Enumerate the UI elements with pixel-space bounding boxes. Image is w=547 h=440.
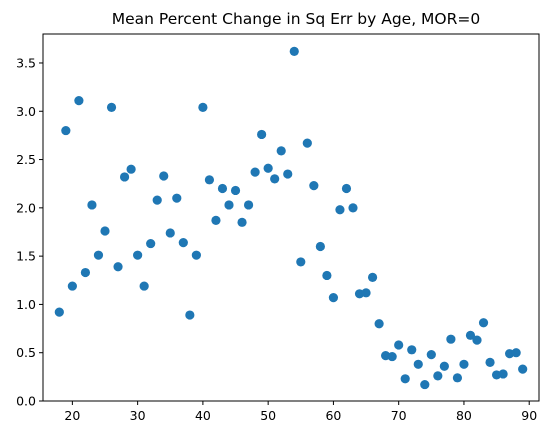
y-tick-label: 3.5 (16, 55, 36, 70)
data-points (54, 46, 528, 390)
y-tick-label: 0.5 (16, 345, 36, 360)
data-point (133, 250, 143, 260)
data-point (80, 267, 91, 278)
data-point (394, 340, 404, 350)
data-point (126, 164, 136, 174)
x-tick-label: 50 (260, 408, 276, 423)
data-point (224, 200, 234, 210)
chart-title: Mean Percent Change in Sq Err by Age, MO… (112, 10, 481, 28)
data-point (74, 96, 84, 106)
data-point (485, 357, 495, 367)
data-point (367, 272, 378, 282)
data-point (257, 129, 267, 140)
data-point (361, 288, 371, 298)
data-point (283, 169, 293, 179)
data-point (309, 181, 319, 191)
data-point (152, 195, 162, 205)
data-point (433, 371, 443, 381)
data-point (237, 217, 247, 227)
data-point (100, 226, 110, 236)
data-point (302, 138, 312, 148)
plot-frame (42, 33, 540, 402)
y-tick-label: 1.5 (16, 249, 36, 264)
data-point (211, 215, 221, 225)
data-point (315, 241, 325, 252)
data-point (185, 310, 195, 320)
data-point (198, 102, 208, 112)
data-point (191, 250, 201, 260)
data-point (446, 334, 456, 344)
data-point (426, 350, 436, 360)
data-point (113, 262, 123, 272)
data-point (341, 183, 352, 194)
data-point (139, 281, 149, 291)
x-tick-label: 20 (64, 408, 80, 423)
data-point (67, 281, 77, 291)
data-point (61, 125, 71, 136)
data-point (93, 250, 104, 260)
axis-ticks: 20 30 40 50 60 70 80 90 0.0 0.5 1.0 1.5 2.0 2.5 3.0 3.5 (16, 55, 537, 423)
x-tick-label: 30 (130, 408, 146, 423)
data-point (387, 351, 397, 362)
data-point (518, 364, 528, 374)
data-point (420, 379, 430, 390)
data-point (159, 171, 169, 181)
data-point (472, 335, 482, 345)
y-tick-label: 3.0 (16, 104, 36, 119)
y-tick-label: 0.0 (16, 394, 36, 409)
data-point (348, 203, 358, 213)
data-point (165, 228, 175, 238)
data-point (243, 200, 254, 210)
data-point (296, 257, 306, 267)
data-point (270, 174, 280, 184)
data-point (230, 185, 241, 196)
data-point (459, 359, 469, 369)
data-point (250, 167, 260, 177)
data-point (328, 293, 339, 303)
data-point (146, 238, 156, 249)
data-point (204, 175, 215, 185)
data-point (511, 348, 521, 358)
data-point (87, 200, 97, 210)
data-point (498, 369, 508, 379)
y-tick-label: 2.0 (16, 200, 36, 215)
data-point (335, 205, 345, 215)
x-tick-label: 90 (521, 408, 537, 423)
x-tick-label: 80 (456, 408, 472, 423)
data-point (289, 46, 299, 56)
data-point (465, 330, 476, 340)
data-point (478, 318, 489, 328)
data-point (413, 359, 423, 369)
data-point (172, 193, 182, 203)
data-point (119, 172, 130, 182)
data-point (452, 373, 463, 383)
data-point (276, 146, 286, 156)
data-point (217, 183, 228, 194)
y-tick-label: 1.0 (16, 297, 36, 312)
x-tick-label: 60 (325, 408, 341, 423)
data-point (400, 374, 410, 384)
data-point (263, 163, 273, 173)
data-point (439, 361, 449, 371)
data-point (407, 345, 417, 355)
data-point (374, 319, 384, 329)
data-point (54, 307, 64, 317)
x-tick-label: 40 (195, 408, 211, 423)
data-point (322, 270, 332, 281)
y-tick-label: 2.5 (16, 152, 36, 167)
x-tick-label: 70 (391, 408, 407, 423)
data-point (178, 238, 188, 248)
data-point (106, 102, 117, 112)
